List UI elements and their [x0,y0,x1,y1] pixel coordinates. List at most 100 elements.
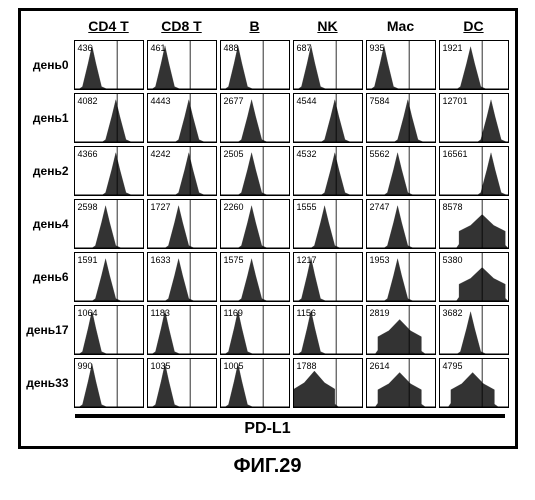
cell-mfi-value: 1921 [443,43,463,53]
histogram-cell: 935 [366,40,436,90]
cell-mfi-value: 1555 [297,202,317,212]
x-axis-label: PD-L1 [27,420,509,438]
cell-mfi-value: 2819 [370,308,390,318]
histogram-cell: 8578 [439,199,509,249]
histogram-cell: 1156 [293,305,363,355]
cell-mfi-value: 5562 [370,149,390,159]
cell-mfi-value: 436 [78,43,93,53]
histogram-cell: 2819 [366,305,436,355]
histogram-cell: 1727 [147,199,217,249]
histogram-cell: 2260 [220,199,290,249]
row-label: день2 [27,146,71,196]
histogram-cell: 4366 [74,146,144,196]
histogram-cell: 16561 [439,146,509,196]
grid-corner [27,15,71,37]
x-axis-line [75,414,505,418]
histogram-cell: 2747 [366,199,436,249]
cell-mfi-value: 4366 [78,149,98,159]
cell-mfi-value: 1005 [224,361,244,371]
cell-mfi-value: 1156 [297,308,316,318]
histogram-cell: 461 [147,40,217,90]
cell-mfi-value: 2598 [78,202,98,212]
cell-mfi-value: 2505 [224,149,244,159]
histogram-cell: 7584 [366,93,436,143]
cell-mfi-value: 990 [78,361,93,371]
column-header: NK [293,15,363,37]
cell-mfi-value: 4082 [78,96,98,106]
histogram-cell: 1169 [220,305,290,355]
cell-mfi-value: 4544 [297,96,317,106]
cell-mfi-value: 1183 [151,308,170,318]
histogram-cell: 1633 [147,252,217,302]
histogram-cell: 1788 [293,358,363,408]
cell-mfi-value: 461 [151,43,166,53]
histogram-cell: 3682 [439,305,509,355]
cell-mfi-value: 687 [297,43,312,53]
cell-mfi-value: 488 [224,43,239,53]
histogram-cell: 1217 [293,252,363,302]
cell-mfi-value: 1788 [297,361,317,371]
histogram-cell: 1953 [366,252,436,302]
histogram-cell: 1575 [220,252,290,302]
cell-mfi-value: 1953 [370,255,390,265]
figure-caption: ФИГ.29 [233,455,301,478]
cell-mfi-value: 1169 [224,308,243,318]
histogram-cell: 4443 [147,93,217,143]
histogram-cell: 4242 [147,146,217,196]
cell-mfi-value: 4795 [443,361,463,371]
cell-mfi-value: 2677 [224,96,244,106]
histogram-grid: CD4 TCD8 TBNKMacDC день0 436 461 488 687 9… [27,15,509,408]
histogram-cell: 2505 [220,146,290,196]
row-label: день0 [27,40,71,90]
cell-mfi-value: 8578 [443,202,463,212]
row-label: день6 [27,252,71,302]
histogram-cell: 4544 [293,93,363,143]
column-header: CD4 T [74,15,144,37]
cell-mfi-value: 16561 [443,149,468,159]
row-label: день33 [27,358,71,408]
cell-mfi-value: 1217 [297,255,317,265]
row-label: день1 [27,93,71,143]
column-header: B [220,15,290,37]
cell-mfi-value: 4242 [151,149,171,159]
column-header: DC [439,15,509,37]
cell-mfi-value: 1727 [151,202,171,212]
histogram-cell: 1183 [147,305,217,355]
histogram-cell: 1921 [439,40,509,90]
cell-mfi-value: 3682 [443,308,463,318]
cell-mfi-value: 935 [370,43,385,53]
cell-mfi-value: 5380 [443,255,463,265]
cell-mfi-value: 7584 [370,96,390,106]
cell-mfi-value: 1591 [78,255,98,265]
figure-container: CD4 TCD8 TBNKMacDC день0 436 461 488 687 9… [18,8,518,449]
histogram-cell: 1555 [293,199,363,249]
column-header: Mac [366,15,436,37]
column-header: CD8 T [147,15,217,37]
histogram-cell: 4795 [439,358,509,408]
histogram-cell: 436 [74,40,144,90]
histogram-cell: 2677 [220,93,290,143]
histogram-cell: 4532 [293,146,363,196]
cell-mfi-value: 1633 [151,255,171,265]
cell-mfi-value: 2614 [370,361,390,371]
cell-mfi-value: 2260 [224,202,244,212]
histogram-cell: 1064 [74,305,144,355]
cell-mfi-value: 12701 [443,96,468,106]
histogram-cell: 488 [220,40,290,90]
histogram-cell: 5380 [439,252,509,302]
cell-mfi-value: 2747 [370,202,390,212]
histogram-cell: 1591 [74,252,144,302]
histogram-cell: 2614 [366,358,436,408]
cell-mfi-value: 1035 [151,361,171,371]
row-label: день4 [27,199,71,249]
cell-mfi-value: 1064 [78,308,98,318]
histogram-cell: 12701 [439,93,509,143]
histogram-cell: 5562 [366,146,436,196]
histogram-cell: 4082 [74,93,144,143]
cell-mfi-value: 4443 [151,96,171,106]
cell-mfi-value: 1575 [224,255,244,265]
histogram-cell: 1035 [147,358,217,408]
cell-mfi-value: 4532 [297,149,317,159]
histogram-cell: 2598 [74,199,144,249]
histogram-cell: 1005 [220,358,290,408]
